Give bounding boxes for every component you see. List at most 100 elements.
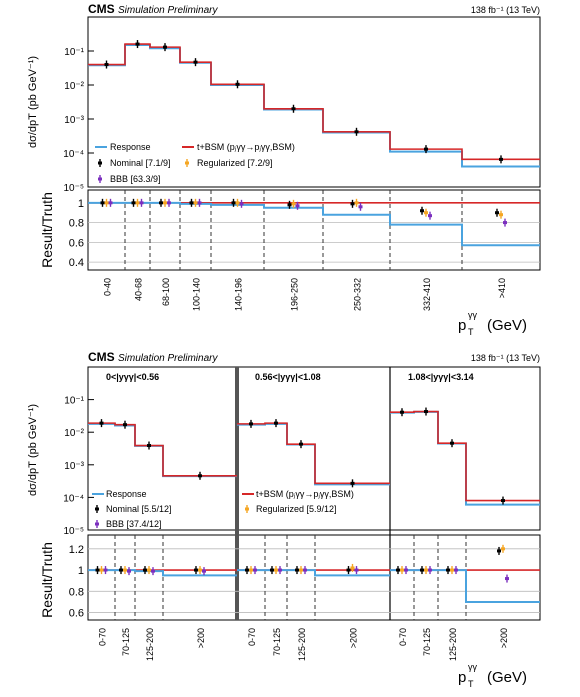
ratio-point-bbb-region [151, 569, 155, 573]
category-label-2: 125-200 [297, 628, 307, 661]
category-label-2: >200 [196, 628, 206, 648]
series-response [88, 44, 540, 168]
data-point-nominal-region [198, 474, 202, 478]
ratio-point-bbb [197, 201, 202, 205]
category-label-2: 0-70 [247, 628, 257, 646]
category-label: 100-140 [192, 278, 202, 311]
y-tick-label: 10⁻¹ [64, 47, 84, 58]
legend-nominal-swatch-2 [95, 507, 99, 511]
series-bsm-region [88, 422, 237, 477]
ratio-point-nominal [287, 203, 292, 207]
ratio-frame [87, 189, 541, 271]
ratio-point-bbb-region [454, 568, 458, 572]
ratio-point-bbb-region [428, 568, 432, 572]
ratio-tick-label: 0.4 [69, 257, 84, 269]
data-point-nominal-region [350, 481, 355, 485]
legend-bbb: BBB [63.3/9] [110, 174, 161, 184]
legend-regularized-2: Regularized [5.9/12] [256, 504, 337, 514]
ratio-tick-label-2: 1 [78, 565, 84, 577]
data-point-nominal [193, 60, 198, 64]
ratio-point-nominal [189, 201, 194, 205]
data-point-nominal [499, 157, 503, 161]
ratio-point-regularized [163, 201, 167, 205]
data-point-nominal-region [249, 422, 253, 426]
ratio-point-regularized-region [99, 568, 104, 572]
ratio-point-nominal-region [446, 568, 450, 572]
ratio-axis-label: Result/Truth [39, 192, 55, 268]
ratio-point-nominal-region [119, 568, 123, 572]
y-tick-label-2: 10⁻³ [64, 461, 84, 472]
category-label: 0-40 [103, 278, 113, 296]
category-label-2: 0-70 [398, 628, 408, 646]
category-label: 196-250 [290, 278, 300, 311]
region-label: 1.08<|yγγ|<3.14 [408, 372, 474, 382]
series-bsm-region [237, 422, 390, 485]
x-axis-label-sup-2: γγ [468, 662, 478, 672]
category-label-2: >200 [349, 628, 359, 648]
ratio-point-bbb [108, 201, 113, 205]
x-axis-label-2: p [458, 669, 466, 686]
ratio-response-region [390, 569, 540, 603]
data-point-nominal [235, 82, 240, 86]
ratio-point-bbb [139, 201, 144, 205]
data-point-nominal-region [147, 444, 151, 448]
y-tick-label: 10⁻⁴ [63, 149, 84, 160]
legend-regularized: Regularized [7.2/9] [197, 158, 273, 168]
ratio-point-bbb-region [505, 577, 509, 581]
ratio-point-regularized-region [350, 566, 355, 570]
ratio-point-nominal-region [194, 568, 198, 572]
ratio-tick-label: 0.6 [69, 237, 84, 249]
category-label-2: 70-125 [272, 628, 282, 656]
data-point-nominal-region [400, 410, 404, 414]
series-bsm [88, 43, 540, 161]
series-response-region [237, 422, 390, 486]
ratio-tick-label-2: 1.2 [69, 544, 84, 556]
category-label-2: 0-70 [98, 628, 108, 646]
legend-bbb-2: BBB [37.4/12] [106, 519, 162, 529]
region-label: 0<|yγγ|<0.56 [106, 372, 159, 382]
y-axis-label-2: dσ/dpT (pb GeV⁻¹) [27, 404, 39, 496]
ratio-point-bbb [428, 214, 432, 218]
data-point-nominal [135, 42, 140, 46]
ratio-point-nominal-region [95, 568, 100, 572]
ratio-point-bbb-region [127, 569, 131, 573]
y-axis-label: dσ/dpT (pb GeV⁻¹) [27, 56, 39, 148]
ratio-point-nominal-region [143, 568, 147, 572]
y-tick-label-2: 10⁻⁴ [63, 493, 84, 504]
ratio-point-nominal-region [346, 568, 351, 572]
category-label: 332-410 [422, 278, 432, 311]
ratio-point-bbb-region [253, 568, 257, 572]
ratio-point-nominal [159, 201, 163, 205]
ratio-point-regularized [235, 201, 240, 205]
upper-frame [87, 16, 541, 188]
data-point-nominal [424, 147, 428, 151]
ratio-point-regularized [104, 201, 109, 205]
data-point-nominal-region [424, 410, 428, 414]
category-label: 140-196 [234, 278, 244, 311]
cms-label-2: CMS [88, 350, 115, 364]
ratio-point-bbb-region [103, 568, 108, 572]
ratio-tick-label: 0.8 [69, 218, 84, 230]
legend-bsm: t+BSM (pⱼγγ→pⱼγγ,BSM) [197, 142, 295, 152]
ratio-point-regularized [291, 202, 296, 206]
legend-response: Response [110, 142, 151, 152]
x-axis-label: p [458, 317, 466, 334]
ratio-point-nominal-region [245, 568, 249, 572]
category-label: 40-68 [134, 278, 144, 301]
legend-response-2: Response [106, 489, 147, 499]
data-point-nominal-region [299, 442, 303, 446]
ratio-point-nominal-region [270, 568, 274, 572]
upper-frame-2 [87, 366, 541, 531]
legend-bsm-2: t+BSM (pⱼγγ→pⱼγγ,BSM) [256, 489, 354, 499]
category-label-2: 70-125 [121, 628, 131, 656]
legend-nominal: Nominal [7.1/9] [110, 158, 171, 168]
data-point-nominal-region [274, 421, 278, 425]
y-tick-label-2: 10⁻⁵ [63, 526, 84, 537]
ratio-response-region [88, 569, 237, 577]
lumi-label-2: 138 fb⁻¹ (13 TeV) [471, 353, 540, 363]
category-label-2: 125-200 [448, 628, 458, 661]
ratio-point-regularized-region [450, 568, 454, 572]
ratio-point-nominal [131, 201, 136, 205]
y-tick-label: 10⁻⁵ [63, 183, 84, 194]
